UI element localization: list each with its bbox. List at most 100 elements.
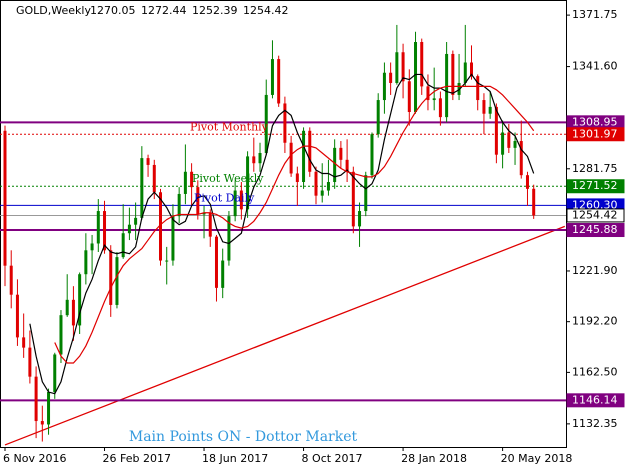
- candle-body: [15, 294, 19, 338]
- candle-body: [264, 94, 268, 153]
- candle-body: [3, 130, 7, 266]
- level-label-box: [566, 179, 625, 194]
- candle-body: [109, 250, 113, 305]
- y-tick-label: 1221.90: [572, 264, 618, 277]
- candle-body: [519, 141, 523, 176]
- y-tick-label: 1192.20: [572, 315, 618, 328]
- ohlc-close: 1254.42: [243, 4, 289, 17]
- candle-body: [59, 315, 63, 355]
- level-label: 1260.30: [572, 198, 618, 211]
- candle-body: [345, 159, 349, 172]
- candle-body: [295, 173, 299, 183]
- candle-body: [78, 274, 82, 326]
- candle-body: [34, 376, 38, 422]
- candle-body: [414, 42, 418, 113]
- candle-body: [513, 141, 517, 148]
- y-tick-label: 1341.60: [572, 60, 618, 73]
- candle-body: [333, 147, 337, 183]
- chart-title: GOLD,Weekly: [16, 4, 91, 17]
- level-annotation: Pivot Monthly: [190, 120, 269, 133]
- candle-body: [358, 211, 362, 227]
- candle-body: [525, 175, 529, 189]
- y-tick-label: 1162.50: [572, 365, 618, 378]
- candle-body: [532, 188, 536, 216]
- candle-body: [451, 53, 455, 95]
- candle-body: [96, 211, 100, 244]
- candle-body: [289, 142, 293, 174]
- y-tick-label: 1371.75: [572, 8, 618, 21]
- candle-body: [432, 98, 436, 101]
- ohlc-high: 1272.44: [141, 4, 187, 17]
- candle-body: [146, 158, 150, 165]
- candle-body: [389, 72, 393, 83]
- y-tick-label: 1132.35: [572, 417, 618, 430]
- moving-average: [54, 85, 535, 364]
- moving-average: [29, 73, 535, 395]
- candle-body: [476, 76, 480, 101]
- x-tick-label: 6 Nov 2016: [3, 452, 66, 465]
- candle-body: [227, 216, 231, 261]
- candle-body: [214, 236, 218, 288]
- level-label-box: [566, 393, 625, 408]
- candle-body: [171, 216, 175, 261]
- level-label: 1245.88: [572, 223, 618, 236]
- level-label: 1301.97: [572, 127, 618, 140]
- candle-body: [252, 156, 256, 164]
- candle-body: [426, 86, 430, 101]
- level-label-box: [566, 223, 625, 238]
- candle-body: [103, 211, 107, 251]
- plot-frame: [0, 0, 567, 448]
- candle-body: [196, 187, 200, 215]
- candle-body: [326, 182, 330, 191]
- trend-line: [4, 225, 566, 446]
- candle-body: [47, 392, 51, 425]
- candle-body: [22, 337, 26, 348]
- level-label: 1271.52: [572, 179, 618, 192]
- x-tick-label: 18 Jun 2017: [202, 452, 268, 465]
- level-annotation: Pivot Daily: [194, 191, 255, 204]
- candle-body: [165, 260, 169, 262]
- candle-body: [134, 217, 138, 225]
- y-tick-label: 1281.75: [572, 162, 618, 175]
- candle-body: [445, 53, 449, 118]
- candle-body: [221, 260, 225, 288]
- candle-body: [84, 250, 88, 275]
- candle-body: [246, 156, 250, 210]
- candle-body: [277, 59, 281, 104]
- level-label: 1308.95: [572, 115, 618, 128]
- ohlc-open: 1270.05: [90, 4, 136, 17]
- candle-body: [140, 158, 144, 218]
- x-tick-label: 26 Feb 2017: [103, 452, 171, 465]
- candle-body: [501, 132, 505, 155]
- candle-body: [507, 132, 511, 148]
- candle-body: [177, 193, 181, 217]
- candle-body: [152, 164, 156, 193]
- candle-body: [28, 347, 32, 377]
- candle-body: [270, 59, 274, 95]
- candle-body: [121, 233, 125, 258]
- candle-body: [438, 98, 442, 118]
- candle-body: [395, 52, 399, 83]
- candle-body: [283, 103, 287, 143]
- candle-body: [258, 152, 262, 164]
- plot: [0, 24, 566, 446]
- candle-body: [470, 62, 473, 77]
- candle-body: [53, 354, 57, 393]
- ohlc-low: 1252.39: [192, 4, 238, 17]
- x-tick-label: 28 Jan 2018: [401, 452, 467, 465]
- level-label: 1146.14: [572, 393, 618, 406]
- candle-body: [382, 72, 386, 101]
- candle-body: [339, 147, 343, 160]
- candle-body: [494, 106, 498, 155]
- candle-body: [127, 224, 131, 234]
- candle-body: [239, 190, 243, 210]
- candle-body: [233, 190, 237, 217]
- x-tick-label: 8 Oct 2017: [302, 452, 363, 465]
- candle-body: [351, 171, 355, 227]
- candle-body: [314, 171, 318, 196]
- candle-body: [308, 130, 312, 172]
- candle-body: [488, 106, 492, 114]
- candle-body: [370, 134, 374, 176]
- candle-body: [320, 190, 324, 196]
